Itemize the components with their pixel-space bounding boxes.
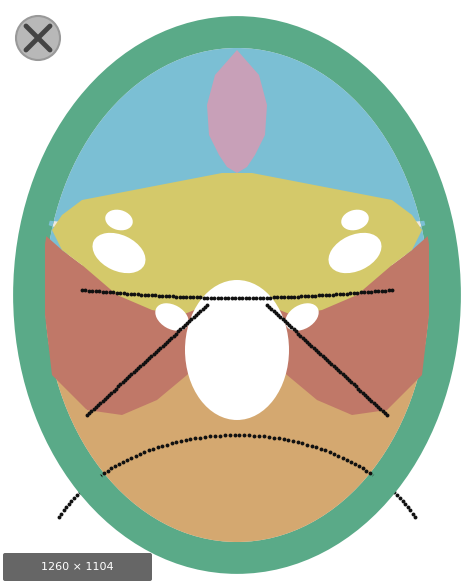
Ellipse shape: [185, 280, 289, 420]
Text: 1260 × 1104: 1260 × 1104: [41, 562, 113, 572]
Ellipse shape: [341, 210, 369, 230]
Ellipse shape: [27, 30, 447, 560]
Ellipse shape: [92, 233, 146, 273]
Polygon shape: [45, 215, 222, 415]
FancyBboxPatch shape: [3, 553, 152, 581]
Ellipse shape: [105, 210, 133, 230]
Circle shape: [16, 16, 60, 60]
Ellipse shape: [285, 303, 319, 331]
Ellipse shape: [328, 233, 382, 273]
Ellipse shape: [155, 303, 189, 331]
Polygon shape: [252, 215, 429, 415]
Polygon shape: [207, 50, 267, 173]
Ellipse shape: [45, 48, 429, 542]
Polygon shape: [42, 48, 432, 256]
Polygon shape: [52, 173, 422, 315]
Ellipse shape: [27, 30, 447, 560]
Polygon shape: [46, 290, 428, 542]
